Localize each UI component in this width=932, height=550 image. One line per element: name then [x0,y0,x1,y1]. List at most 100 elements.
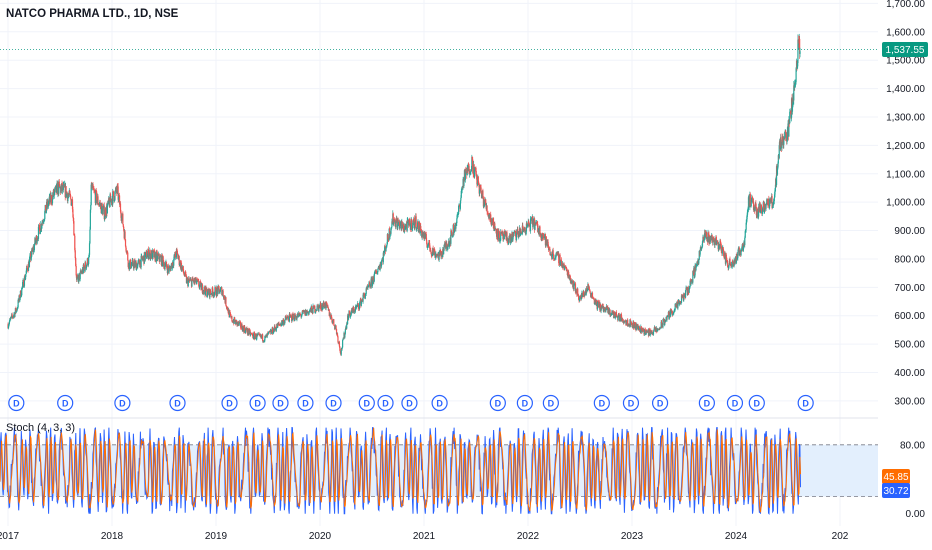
dividend-marker-icon[interactable] [651,394,669,412]
candle-body [666,317,668,320]
candle-body [759,202,761,213]
candle-body [267,332,270,333]
candle-body [42,221,44,223]
candle-body [370,278,372,288]
candle-body [229,311,231,318]
candle-body [503,231,505,240]
candle-body [299,314,302,316]
candle-body [104,216,106,220]
candle-body [384,246,386,248]
candle-body [671,311,674,316]
candle-body [238,322,240,325]
candle-body [21,288,23,296]
candle-body [350,311,352,315]
candle-body [715,237,717,245]
dividend-marker-icon[interactable] [542,394,559,412]
candle-body [132,259,134,266]
candle-body [610,314,613,316]
dividend-marker-icon[interactable] [297,394,314,412]
candle-body [578,298,581,302]
candle-body [380,261,383,267]
dividend-marker-icon[interactable] [8,394,25,412]
candle-body [338,341,340,347]
candle-body [342,338,345,340]
dividend-marker-icon[interactable] [622,394,640,412]
candle-body [553,254,555,259]
candle-body [113,200,116,202]
candle-body [356,304,358,306]
candle-body [756,210,758,218]
dividend-marker-icon[interactable] [698,394,715,412]
candle-body [328,309,330,316]
candle-body [405,224,407,227]
candle-body [97,196,99,205]
candle-body [375,271,378,274]
candle-body [196,279,199,281]
candle-body [253,332,255,339]
dividend-marker-icon[interactable] [797,394,814,412]
candle-body [703,240,705,242]
dividend-marker-label: D [802,399,809,409]
candle-body [213,292,216,296]
dividend-marker-icon[interactable] [169,394,186,412]
candle-body [579,295,582,298]
candle-body [765,202,768,205]
dividend-marker-icon[interactable] [57,394,74,412]
candle-body [190,279,192,280]
dividend-marker-icon[interactable] [489,394,506,412]
candle-body [559,261,562,266]
dividend-marker-icon[interactable] [272,394,289,412]
dividend-marker-icon[interactable] [401,394,418,412]
candle-body [768,206,770,208]
candle-body [398,221,401,229]
dividend-marker-icon[interactable] [377,394,394,412]
candle-body [713,238,715,242]
price-axis[interactable]: 1,700.00 1,600.00 1,500.00 1,400.00 1,300.00… [886,0,925,407]
price-tick-label: 1,700.00 [886,0,925,10]
candle-body [434,254,437,258]
candle-body [582,295,584,297]
candle-body [635,326,637,330]
candle-body [781,141,783,149]
dividend-marker-icon[interactable] [325,394,342,412]
time-axis[interactable]: 2017 2018 2019 2020 2021 2022 2023 2024 202 [0,531,849,542]
candle-body [711,235,713,241]
candle-body [428,240,431,246]
candle-body [116,185,118,193]
stoch-tick-label: 0.00 [906,509,926,520]
dividend-marker-icon[interactable] [748,394,765,412]
candle-body [122,213,124,225]
candle-body [124,231,126,240]
dividend-marker-icon[interactable] [358,394,375,412]
candle-body [33,245,36,251]
dividend-marker-icon[interactable] [431,394,448,412]
candle-body [464,169,466,180]
candle-body [210,292,212,295]
dividend-marker-icon[interactable] [726,394,744,412]
dividend-marker-icon[interactable] [221,394,238,412]
candle-body [156,251,158,253]
candle-body [653,327,655,330]
candle-body [560,259,563,267]
candle-body [430,252,432,255]
dividend-marker-icon[interactable] [114,394,131,412]
candle-body [314,306,316,313]
dividend-marker-label: D [754,399,761,409]
chart-title: NATCO PHARMA LTD., 1D, NSE [6,8,179,20]
candle-body [9,318,11,320]
candle-body [368,283,370,287]
candle-body [642,329,644,331]
dividend-marker-icon[interactable] [516,394,533,412]
candle-body [395,221,397,227]
candle-body [600,307,602,312]
candle-body [684,290,687,298]
candle-body [22,282,24,287]
dividend-marker-icon[interactable] [249,394,266,412]
candle-body [258,333,261,335]
candle-body [267,332,269,335]
candle-body [316,310,318,312]
dividend-marker-icon[interactable] [593,394,610,412]
stoch-axis[interactable]: 80.00 0.00 [900,440,925,520]
